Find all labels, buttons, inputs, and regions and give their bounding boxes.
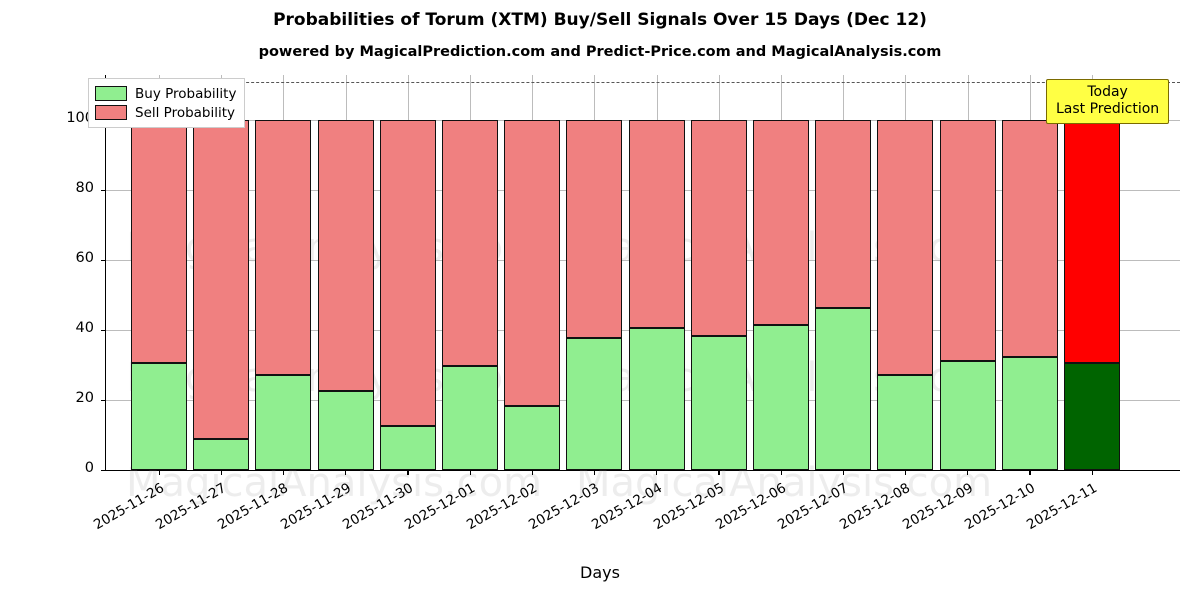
y-tick-mark: [101, 259, 106, 262]
y-tick-label: 100: [66, 110, 94, 127]
x-tick-mark: [1029, 470, 1031, 475]
bar-group[interactable]: [566, 75, 623, 470]
bar-segment-buy[interactable]: [1001, 356, 1058, 470]
x-tick-mark: [469, 470, 471, 475]
bar-group[interactable]: [815, 75, 872, 470]
bar-segment-buy[interactable]: [379, 425, 436, 470]
bar-segment-sell[interactable]: [877, 120, 934, 375]
x-tick-mark: [593, 470, 596, 475]
y-tick-label: 0: [84, 460, 94, 476]
bar-segment-buy[interactable]: [193, 438, 250, 470]
bar-segment-sell[interactable]: [442, 120, 498, 367]
bar-group[interactable]: [504, 75, 561, 470]
bar-segment-buy[interactable]: [317, 390, 374, 470]
bar-group[interactable]: [442, 75, 498, 470]
bar-segment-buy[interactable]: [690, 336, 747, 470]
x-tick-mark: [967, 470, 969, 475]
chart-legend: Buy Probability Sell Probability: [88, 78, 246, 128]
bar-group[interactable]: [131, 75, 187, 470]
bar-segment-buy[interactable]: [877, 374, 934, 470]
bar-segment-sell[interactable]: [379, 120, 436, 426]
bar-segment-buy[interactable]: [504, 406, 561, 470]
x-tick-mark: [158, 470, 160, 475]
bar-group[interactable]: [1001, 75, 1058, 470]
legend-item[interactable]: Sell Probability: [95, 103, 236, 122]
y-tick-label: 60: [75, 250, 94, 267]
chart-title: Probabilities of Torum (XTM) Buy/Sell Si…: [273, 10, 927, 30]
x-tick-mark: [904, 470, 907, 475]
x-tick-mark: [282, 470, 285, 475]
bar-group[interactable]: [690, 75, 747, 470]
reference-dashed-line: [106, 81, 1180, 83]
x-tick-mark: [718, 470, 720, 475]
bar-group[interactable]: [317, 75, 374, 470]
x-tick-mark: [345, 470, 347, 475]
legend-label: Sell Probability: [135, 104, 236, 121]
bar-segment-buy[interactable]: [628, 328, 685, 470]
bar-group[interactable]: [193, 75, 250, 470]
bar-segment-sell[interactable]: [131, 120, 187, 364]
today-annotation: Today Last Prediction: [1046, 79, 1170, 124]
bar-segment-buy[interactable]: [255, 374, 312, 470]
bar-segment-sell[interactable]: [566, 120, 623, 338]
bar-segment-buy[interactable]: [939, 360, 996, 470]
bar-segment-sell[interactable]: [1064, 120, 1120, 364]
bar-segment-buy[interactable]: [753, 325, 809, 470]
bar-segment-buy[interactable]: [815, 308, 872, 470]
y-tick-mark: [101, 469, 106, 471]
x-tick-mark: [656, 470, 658, 475]
bar-segment-sell[interactable]: [504, 120, 561, 407]
bar-segment-sell[interactable]: [317, 120, 374, 391]
bar-segment-buy[interactable]: [442, 366, 498, 470]
y-tick-mark: [101, 329, 106, 331]
bar-segment-sell[interactable]: [815, 120, 872, 309]
bar-segment-buy[interactable]: [1064, 363, 1120, 470]
bar-group[interactable]: [939, 75, 996, 470]
x-tick-mark: [531, 470, 533, 475]
x-tick-mark: [780, 470, 782, 475]
chart-subtitle: powered by MagicalPrediction.com and Pre…: [258, 44, 942, 60]
bar-group[interactable]: [628, 75, 685, 470]
legend-swatch: [95, 105, 127, 120]
x-tick-mark: [220, 470, 222, 475]
today-annotation-line2: Last Prediction: [1056, 101, 1160, 117]
legend-label: Buy Probability: [135, 85, 237, 102]
bar-segment-buy[interactable]: [131, 363, 187, 470]
x-tick-mark: [1091, 470, 1093, 475]
bar-group[interactable]: [753, 75, 809, 470]
bar-segment-sell[interactable]: [255, 120, 312, 375]
bar-segment-sell[interactable]: [1001, 120, 1058, 357]
bar-segment-sell[interactable]: [193, 120, 250, 439]
x-tick-mark: [842, 470, 844, 475]
bar-group[interactable]: [255, 75, 312, 470]
bar-group[interactable]: [877, 75, 934, 470]
legend-swatch: [95, 86, 127, 101]
y-tick-mark: [101, 189, 106, 192]
y-tick-mark: [101, 399, 106, 401]
x-tick-mark: [407, 470, 409, 475]
bar-segment-buy[interactable]: [566, 337, 623, 470]
bar-segment-sell[interactable]: [690, 120, 747, 337]
y-tick-label: 40: [75, 320, 94, 337]
plot-inner: MagicalAnalysis.comMagicalAnalysis.comMa…: [66, 75, 1180, 533]
today-annotation-line1: Today: [1087, 84, 1128, 100]
bar-segment-sell[interactable]: [753, 120, 809, 326]
bar-segment-sell[interactable]: [939, 120, 996, 361]
y-tick-label: 80: [75, 180, 94, 197]
bar-group[interactable]: [1064, 75, 1120, 470]
legend-item[interactable]: Buy Probability: [95, 84, 236, 103]
bar-group[interactable]: [379, 75, 436, 470]
y-tick-label: 20: [75, 390, 94, 407]
x-axis-label: Days: [580, 563, 620, 582]
plot-area: MagicalAnalysis.comMagicalAnalysis.comMa…: [66, 75, 1180, 533]
bar-segment-sell[interactable]: [628, 120, 685, 329]
